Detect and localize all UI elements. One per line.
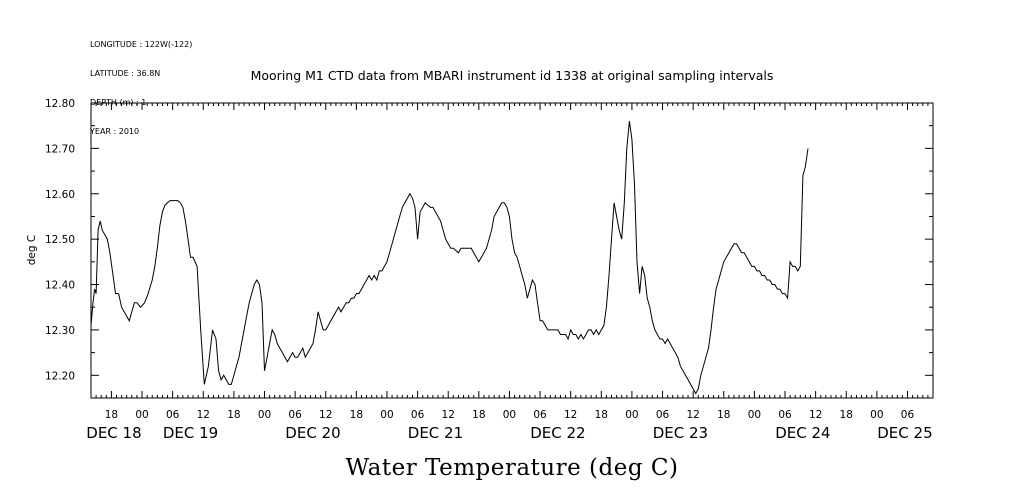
x-tick-label: 06 <box>166 409 180 421</box>
x-tick-label: 00 <box>870 409 883 421</box>
x-tick-label: 18 <box>105 409 118 421</box>
x-tick-label: 12 <box>809 409 822 421</box>
x-tick-label: 00 <box>380 409 393 421</box>
day-label: DEC 19 <box>163 424 218 442</box>
series-line-water-temperature <box>90 121 809 395</box>
meta-year: YEAR : 2010 <box>90 126 140 136</box>
y-axis-label: deg C <box>26 235 38 265</box>
x-tick-label: 12 <box>197 409 210 421</box>
y-tick-label: 12.40 <box>45 280 75 292</box>
x-tick-label: 06 <box>411 409 425 421</box>
y-tick-label: 12.20 <box>45 370 75 382</box>
meta-depth: DEPTH (m) : 1 <box>90 97 147 107</box>
day-label: DEC 20 <box>285 424 340 442</box>
day-label: DEC 23 <box>653 424 708 442</box>
metadata-block: LONGITUDE : 122W(-122) LATITUDE : 36.8N … <box>90 21 192 146</box>
y-tick-label: 12.30 <box>45 325 75 337</box>
x-tick-label: 18 <box>227 409 240 421</box>
y-tick-label: 12.70 <box>45 143 75 155</box>
x-tick-label: 00 <box>748 409 761 421</box>
x-tick-label: 00 <box>503 409 516 421</box>
day-label: DEC 24 <box>775 424 830 442</box>
x-tick-label: 06 <box>656 409 670 421</box>
day-labels: DEC 18 DEC 19 DEC 20 DEC 21 DEC 22 DEC 23 DEC … <box>86 424 932 442</box>
y-tick-label: 12.60 <box>45 189 75 201</box>
day-label: DEC 22 <box>530 424 585 442</box>
x-tick-label: 06 <box>288 409 302 421</box>
x-tick-label: 18 <box>840 409 853 421</box>
chart-title: Mooring M1 CTD data from MBARI instrumen… <box>251 68 774 83</box>
plot-frame <box>90 102 934 399</box>
x-tick-label: 18 <box>595 409 608 421</box>
day-label: DEC 25 <box>877 424 932 442</box>
x-tick-label: 12 <box>686 409 699 421</box>
day-label: DEC 21 <box>408 424 463 442</box>
meta-longitude: LONGITUDE : 122W(-122) <box>90 40 193 50</box>
x-tick-label: 18 <box>717 409 730 421</box>
x-tick-label: 12 <box>319 409 332 421</box>
y-tick-labels: 12.20 12.30 12.40 12.50 12.60 12.70 12.80 <box>45 98 75 382</box>
x-axis-label: Water Temperature (deg C) <box>346 455 679 481</box>
x-tick-label: 12 <box>564 409 577 421</box>
meta-latitude: LATITUDE : 36.8N <box>90 68 161 78</box>
y-tick-label: 12.80 <box>45 98 75 110</box>
x-tick-label: 00 <box>135 409 148 421</box>
x-tick-label: 06 <box>533 409 547 421</box>
x-tick-label: 18 <box>472 409 485 421</box>
day-label: DEC 18 <box>86 424 141 442</box>
x-tick-label: 12 <box>442 409 455 421</box>
y-tick-label: 12.50 <box>45 234 75 246</box>
x-tick-label: 06 <box>778 409 792 421</box>
x-tick-label: 06 <box>901 409 915 421</box>
axis-ticks <box>90 102 934 399</box>
x-tick-label: 00 <box>625 409 638 421</box>
x-tick-labels: 18 00 06 12 18 00 06 12 18 00 06 12 18 00 06 12 18 00 06 12… <box>105 409 915 421</box>
x-tick-label: 18 <box>350 409 363 421</box>
x-tick-label: 00 <box>258 409 271 421</box>
